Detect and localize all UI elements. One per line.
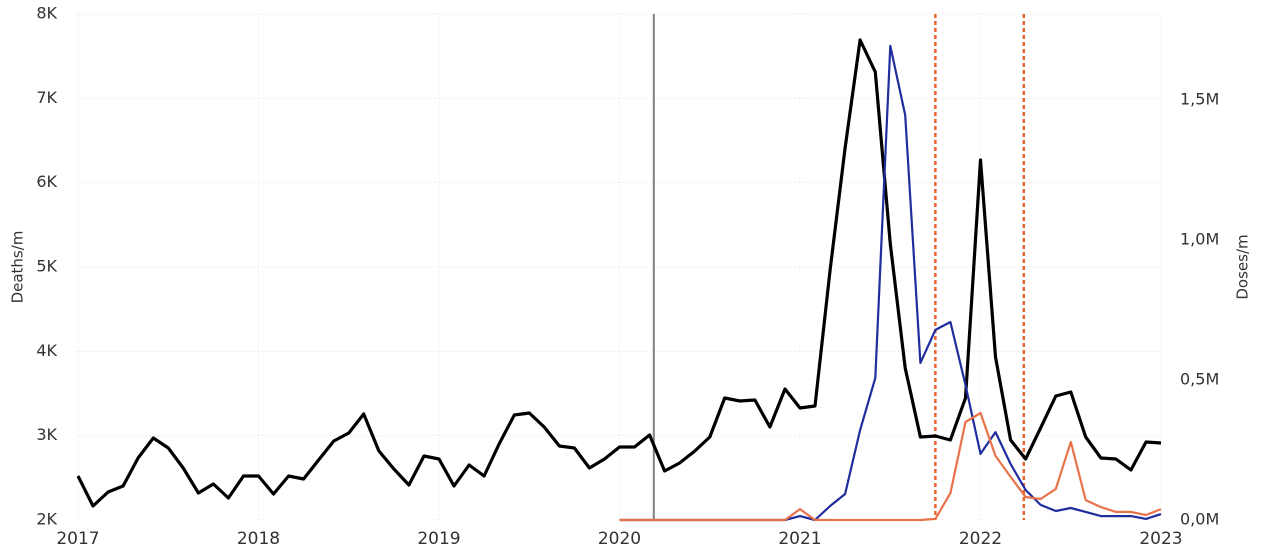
x-tick-label: 2020: [598, 529, 641, 549]
y-tick-label: 5K: [36, 257, 57, 276]
x-tick-label: 2023: [1139, 529, 1182, 549]
y-tick-label: 7K: [36, 88, 57, 107]
data-line: [619, 44, 1162, 522]
data-line: [76, 38, 1162, 508]
y-tick-label: 2K: [36, 510, 57, 529]
x-tick-label: 2019: [417, 529, 460, 549]
y2-tick-label: 0,5M: [1180, 369, 1219, 388]
x-tick-label: 2021: [778, 529, 821, 549]
y2-tick-label: 0,0M: [1180, 510, 1219, 529]
x-tick-label: 2017: [56, 529, 99, 549]
y-tick-label: 4K: [36, 341, 57, 360]
y-tick-label: 6K: [36, 172, 57, 191]
data-line: [619, 411, 1162, 522]
y2-axis-label: Doses/m: [1234, 234, 1252, 299]
y-axis-label: Deaths/m: [9, 231, 27, 304]
y-tick-label: 3K: [36, 425, 57, 444]
y2-tick-label: 1,5M: [1180, 89, 1219, 108]
x-tick-label: 2022: [959, 529, 1002, 549]
x-tick-label: 2018: [237, 529, 280, 549]
y-tick-label: 8K: [36, 4, 57, 23]
y2-tick-label: 1,0M: [1180, 229, 1219, 248]
